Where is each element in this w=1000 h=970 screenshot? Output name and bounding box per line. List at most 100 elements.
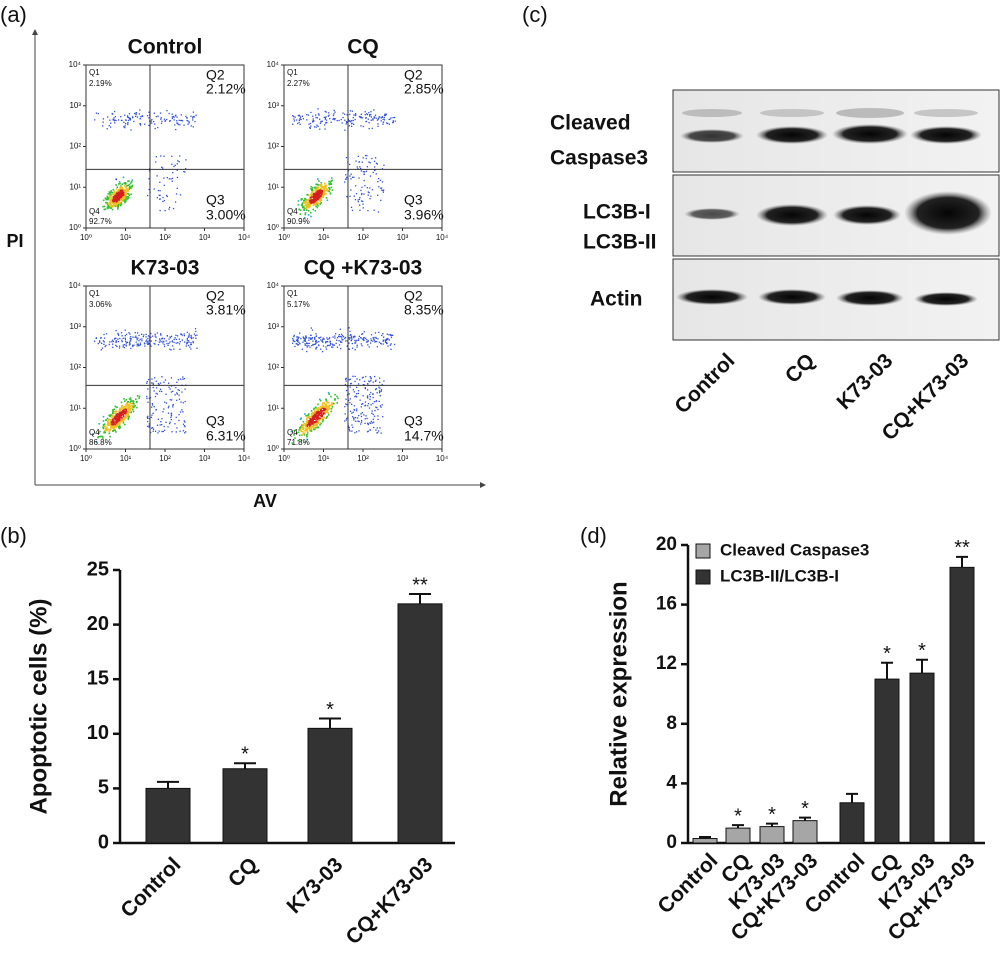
event-dot [313, 193, 315, 196]
event-dot [372, 393, 374, 395]
event-dot [194, 328, 197, 330]
x-tick-label: 10³ [397, 233, 409, 242]
event-dot [171, 117, 173, 120]
event-dot [92, 433, 94, 435]
event-dot [312, 425, 314, 428]
quadrant-value: 8.35% [404, 302, 444, 318]
event-dot [376, 340, 378, 343]
panel-label: (c) [522, 2, 548, 27]
event-dot [316, 422, 319, 425]
event-dot [185, 168, 187, 170]
event-dot [171, 113, 173, 115]
event-dot [320, 410, 322, 412]
event-dot [317, 409, 320, 412]
event-dot [116, 186, 119, 188]
event-dot [136, 339, 138, 341]
event-dot [372, 118, 374, 120]
event-dot [112, 430, 114, 432]
event-dot [165, 393, 167, 395]
event-dot [119, 345, 121, 347]
event-dot [108, 196, 111, 199]
event-dot [321, 417, 324, 419]
event-dot [377, 125, 379, 127]
event-dot [392, 117, 394, 119]
event-dot [308, 194, 310, 197]
y-tick-label: 10² [267, 363, 279, 372]
y-tick-label: 10⁴ [267, 281, 280, 290]
event-dot [138, 395, 141, 398]
event-dot [163, 425, 165, 428]
event-dot [349, 386, 351, 388]
event-dot [311, 418, 314, 420]
event-dot [293, 429, 295, 432]
event-dot [311, 425, 314, 428]
event-dot [368, 122, 370, 124]
event-dot [323, 188, 326, 190]
y-tick-label: 20 [87, 613, 109, 635]
event-dot [127, 410, 130, 413]
event-dot [190, 115, 192, 117]
event-dot [357, 155, 359, 157]
x-tick-label: 10¹ [318, 233, 330, 242]
event-dot [325, 119, 328, 121]
event-dot [130, 404, 133, 407]
event-dot [320, 189, 322, 192]
event-dot [178, 161, 180, 163]
event-dot [365, 157, 367, 160]
event-dot [175, 338, 177, 341]
quadrant-value: 3.96% [404, 207, 444, 223]
event-dot [305, 335, 307, 337]
event-dot [314, 195, 317, 198]
x-tick-label: 10⁰ [278, 454, 290, 463]
event-dot [381, 116, 383, 118]
event-dot [332, 344, 334, 346]
event-dot [131, 116, 134, 118]
event-dot [132, 400, 135, 403]
event-dot [178, 414, 180, 416]
event-dot [125, 404, 128, 406]
event-dot [177, 389, 179, 391]
event-dot [355, 185, 357, 187]
event-dot [387, 338, 389, 340]
event-dot [372, 413, 374, 416]
event-dot [318, 419, 321, 421]
event-dot [305, 207, 308, 210]
event-dot [315, 333, 317, 335]
event-dot [114, 110, 116, 113]
event-dot [154, 396, 157, 398]
event-dot [299, 115, 301, 117]
event-dot [117, 200, 119, 203]
event-dot [114, 429, 116, 431]
event-dot [373, 401, 376, 403]
event-dot [108, 205, 111, 208]
event-dot [315, 420, 317, 423]
event-dot [190, 342, 192, 344]
event-dot [103, 423, 106, 425]
event-dot [183, 425, 186, 427]
event-dot [311, 414, 313, 417]
event-dot [153, 342, 155, 345]
event-dot [322, 417, 325, 420]
event-dot [159, 198, 161, 200]
event-dot [130, 336, 132, 338]
event-dot [370, 195, 372, 197]
event-dot [308, 204, 310, 206]
event-dot [107, 116, 109, 118]
event-dot [328, 114, 330, 116]
x-tick-label: 10⁰ [80, 454, 92, 463]
event-dot [382, 343, 384, 345]
significance: ** [412, 574, 428, 596]
event-dot [118, 334, 120, 336]
event-dot [196, 347, 198, 349]
event-dot [172, 115, 175, 118]
event-dot [124, 197, 126, 200]
event-dot [160, 341, 162, 343]
event-dot [293, 115, 295, 118]
event-dot [335, 342, 337, 344]
event-dot [299, 418, 302, 420]
event-dot [315, 406, 317, 409]
event-dot [375, 429, 377, 431]
event-dot [119, 409, 122, 412]
event-dot [117, 332, 119, 335]
event-dot [311, 338, 313, 340]
